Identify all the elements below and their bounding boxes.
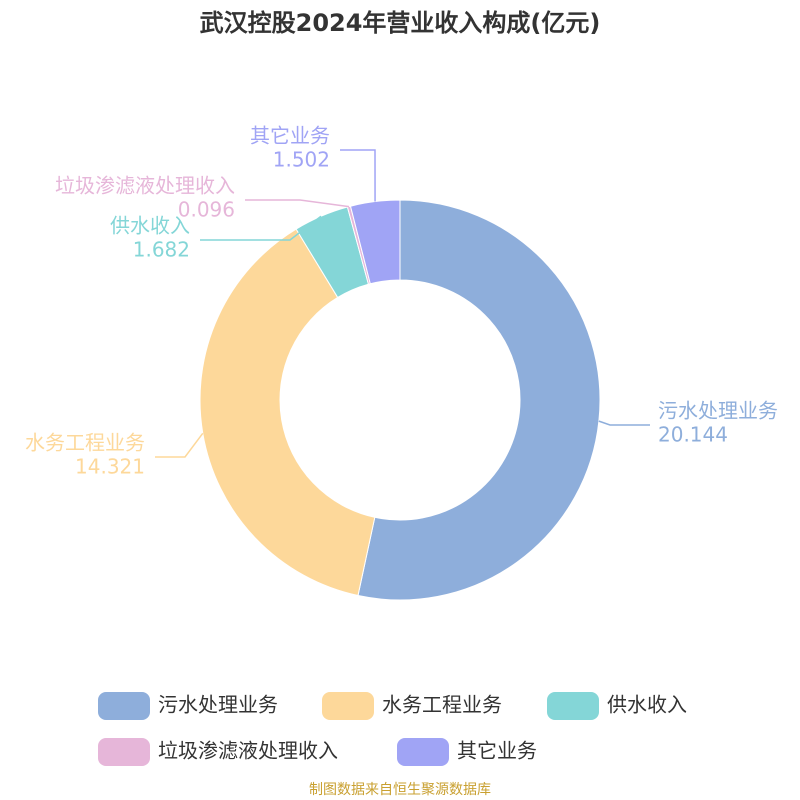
value-label: 20.144	[658, 423, 728, 447]
leader-line	[598, 420, 650, 426]
leader-line	[200, 215, 322, 241]
legend-label: 水务工程业务	[382, 693, 502, 717]
leader-line	[245, 199, 350, 208]
legend-swatch	[547, 692, 599, 720]
slice-label: 其它业务	[250, 124, 330, 148]
slice-label: 污水处理业务	[658, 399, 778, 423]
legend-swatch	[397, 738, 449, 766]
value-label: 1.682	[133, 238, 190, 262]
legend-label: 垃圾渗滤液处理收入	[158, 739, 338, 763]
legend-label: 污水处理业务	[158, 693, 278, 717]
slice-label: 水务工程业务	[25, 431, 145, 455]
slice	[199, 228, 376, 597]
value-label: 0.096	[178, 198, 235, 222]
slice-label: 垃圾渗滤液处理收入	[55, 174, 235, 198]
value-label: 1.502	[273, 148, 330, 172]
legend-label: 其它业务	[457, 739, 537, 763]
leader-line	[155, 432, 204, 458]
value-label: 14.321	[75, 455, 145, 479]
slice	[349, 199, 401, 285]
legend-label: 供水收入	[607, 693, 687, 717]
chart-title: 武汉控股2024年营业收入构成(亿元)	[200, 9, 601, 37]
slice	[357, 199, 601, 601]
slice-label: 供水收入	[110, 214, 190, 238]
source-note: 制图数据来自恒生聚源数据库	[309, 782, 491, 798]
legend-swatch	[98, 738, 150, 766]
legend-swatch	[322, 692, 374, 720]
leader-line	[340, 149, 376, 202]
legend-swatch	[98, 692, 150, 720]
